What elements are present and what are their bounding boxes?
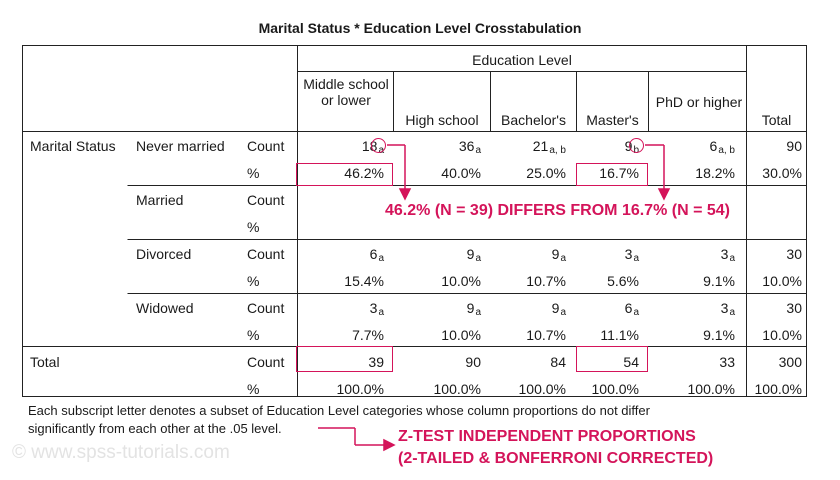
cell-value: 100.0% [518, 381, 566, 397]
cell-value: 7.7% [352, 327, 384, 343]
stat-label: Count [247, 138, 285, 154]
cell-value: 5.6% [607, 273, 639, 289]
footnote-line: Each subscript letter denotes a subset o… [28, 403, 650, 418]
cell-value: 100.0% [433, 381, 481, 397]
cell-value: 300 [778, 354, 802, 370]
column-group-label: Education Level [472, 52, 572, 68]
column-header: Bachelor's [501, 112, 566, 128]
table-title: Marital Status * Education Level Crossta… [258, 20, 582, 36]
cell-value: 36a [458, 138, 481, 156]
stat-label: Count [247, 246, 285, 262]
highlight-box [296, 346, 393, 372]
cell-value: 3a [720, 246, 735, 264]
stat-label: % [247, 165, 260, 181]
cell-value: 10.0% [441, 327, 481, 343]
cell-value: 6a, b [709, 138, 735, 156]
cell-value: 30.0% [762, 165, 802, 181]
cell-value: 9.1% [703, 273, 735, 289]
cell-value: 3a [624, 246, 639, 264]
row-category-label: Never married [136, 138, 225, 154]
cell-value: 10.0% [762, 327, 802, 343]
ztest-annotation-line1: Z-TEST INDEPENDENT PROPORTIONS [398, 428, 696, 445]
cell-value: 10.7% [526, 273, 566, 289]
highlight-box [576, 346, 648, 372]
cell-value: 90 [465, 354, 481, 370]
cell-value: 84 [550, 354, 566, 370]
highlight-box [296, 163, 393, 186]
stat-label: Count [247, 300, 285, 316]
stat-label: % [247, 327, 260, 343]
cell-value: 10.0% [762, 273, 802, 289]
stat-label: % [247, 219, 260, 235]
differs-annotation: 46.2% (N = 39) DIFFERS FROM 16.7% (N = 5… [385, 202, 730, 219]
cell-value: 3a [369, 300, 384, 318]
stat-label: % [247, 273, 260, 289]
cell-value: 33 [719, 354, 735, 370]
cell-value: 100.0% [754, 381, 802, 397]
cell-value: 9a [466, 300, 481, 318]
column-header: Master's [586, 112, 639, 128]
cell-value: 16.7% [599, 165, 639, 181]
stat-label: % [247, 381, 260, 397]
row-category-label: Widowed [136, 300, 194, 316]
column-header: Total [761, 112, 792, 128]
subscript-circle-marker [371, 138, 386, 153]
cell-value: 18.2% [695, 165, 735, 181]
cell-value: 40.0% [441, 165, 481, 181]
column-header: Middle school or lower [303, 76, 389, 108]
row-category-label: Divorced [136, 246, 192, 262]
cell-value: 10.7% [526, 327, 566, 343]
cell-value: 9.1% [703, 327, 735, 343]
cell-value: 10.0% [441, 273, 481, 289]
cell-value: 9a [466, 246, 481, 264]
cell-value: 39 [368, 354, 384, 370]
column-header: High school [405, 112, 479, 128]
cell-value: 30 [786, 246, 802, 262]
row-group-label: Marital Status [30, 138, 116, 154]
watermark: © www.spss-tutorials.com [12, 442, 230, 463]
total-row-label: Total [30, 354, 60, 370]
cell-value: 46.2% [344, 165, 384, 181]
cell-value: 6a [624, 300, 639, 318]
cell-value: 100.0% [591, 381, 639, 397]
cell-value: 25.0% [526, 165, 566, 181]
column-header: PhD or higher [655, 94, 743, 110]
cell-value: 54 [623, 354, 639, 370]
cell-value: 11.1% [600, 327, 639, 343]
cell-value: 100.0% [687, 381, 735, 397]
cell-value: 30 [786, 300, 802, 316]
row-category-label: Married [136, 192, 184, 208]
cell-value: 9a [551, 300, 566, 318]
cell-value: 100.0% [336, 381, 384, 397]
stat-label: Count [247, 354, 285, 370]
cell-value: 21a, b [532, 138, 566, 156]
cell-value: 6a [369, 246, 384, 264]
cell-value: 9a [551, 246, 566, 264]
stat-label: Count [247, 192, 285, 208]
cell-value: 3a [720, 300, 735, 318]
cell-value: 90 [786, 138, 802, 154]
ztest-annotation-line2: (2-TAILED & BONFERRONI CORRECTED) [398, 450, 714, 467]
cell-value: 15.4% [344, 273, 384, 289]
highlight-box [576, 163, 648, 186]
footnote-line: significantly from each other at the .05… [28, 421, 282, 436]
subscript-circle-marker [629, 138, 644, 153]
